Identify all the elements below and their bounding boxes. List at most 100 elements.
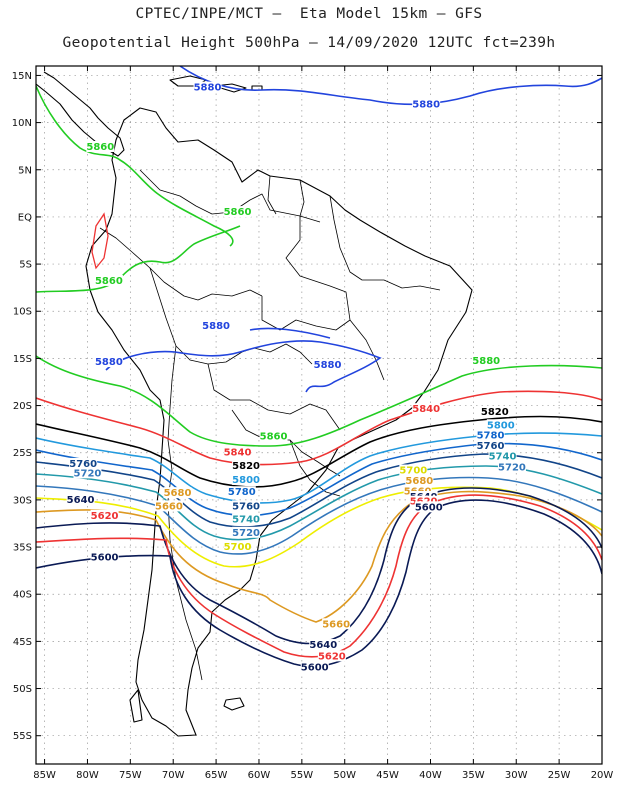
- contour-label-bg: [488, 450, 517, 462]
- lat-tick-label: 10N: [12, 118, 32, 129]
- chart-subtitle: Geopotential Height 500hPa – 14/09/2020 …: [62, 35, 556, 51]
- contour-label-bg: [227, 486, 256, 498]
- contour-label: 5660: [322, 619, 350, 630]
- contour-5820: [36, 415, 602, 488]
- contour-label: 5760: [69, 459, 97, 470]
- contour-label: 5860: [260, 432, 288, 443]
- contour-label-bg: [472, 355, 501, 367]
- contour-label: 5800: [487, 420, 515, 431]
- contour-label: 5820: [232, 461, 260, 472]
- contour-label: 5880: [95, 357, 123, 368]
- lon-tick-label: 25W: [548, 770, 571, 781]
- contour-andes-5860: [91, 212, 109, 270]
- contour-label-bg: [309, 639, 338, 651]
- contour-label: 5880: [472, 356, 500, 367]
- lat-tick-label: 15S: [13, 354, 32, 365]
- contour-label-bg: [412, 98, 441, 110]
- contour-label: 5880: [194, 83, 222, 94]
- contour-label-bg: [232, 459, 261, 471]
- contour-label: 5700: [399, 466, 427, 477]
- contour-label: 5880: [202, 321, 230, 332]
- lat-tick-label: 15N: [12, 71, 32, 82]
- contour-label: 5740: [489, 451, 517, 462]
- contour-label: 5640: [67, 495, 95, 506]
- lon-tick-label: 80W: [76, 770, 99, 781]
- contour-label-bg: [322, 618, 351, 630]
- lon-tick-label: 35W: [462, 770, 485, 781]
- contour-labels: 5880 5880 5860 5860 5860 5880 5880 5880 5880 5840…: [66, 81, 526, 674]
- contour-label-bg: [476, 429, 505, 441]
- contour-label: 5660: [155, 501, 183, 512]
- contour-label-bg: [223, 206, 252, 218]
- contour-label: 5840: [412, 404, 440, 415]
- contour-5880-south: [105, 340, 382, 393]
- contour-5620: [36, 494, 602, 658]
- contour-label: 5640: [309, 640, 337, 651]
- contour-label: 5880: [314, 360, 342, 371]
- lon-tick-label: 50W: [333, 770, 356, 781]
- lat-tick-label: 30S: [13, 495, 32, 506]
- contour-label: 5760: [232, 501, 260, 512]
- contour-label-bg: [497, 461, 526, 473]
- contour-label: 5780: [228, 487, 256, 498]
- contour-label-bg: [232, 526, 261, 538]
- contour-label: 5620: [318, 651, 346, 662]
- contour-label-bg: [232, 473, 261, 485]
- chart-title: CPTEC/INPE/MCT – Eta Model 15km – GFS: [135, 6, 483, 22]
- contour-label-bg: [412, 403, 441, 415]
- contour-label-bg: [154, 500, 183, 512]
- contour-label: 5880: [412, 100, 440, 111]
- contour-label-bg: [193, 81, 222, 93]
- contour-label-bg: [259, 430, 288, 442]
- contour-label-bg: [313, 358, 342, 370]
- lat-tick-label: 10S: [13, 307, 32, 318]
- lat-tick-label: 5S: [19, 260, 32, 271]
- lat-tick-label: 45S: [13, 637, 32, 648]
- country-borders: [99, 169, 441, 681]
- contour-label-bg: [69, 457, 98, 469]
- contour-5880-north: [179, 66, 602, 106]
- contour-label-bg: [399, 464, 428, 476]
- contour-label-bg: [66, 493, 95, 505]
- lon-tick-label: 60W: [248, 770, 271, 781]
- contour-label: 5720: [232, 528, 260, 539]
- contour-label: 5860: [86, 142, 114, 153]
- lat-tick-label: 25S: [13, 448, 32, 459]
- lat-tick-label: EQ: [18, 212, 32, 223]
- contour-5740: [36, 465, 602, 541]
- contour-label: 5620: [91, 511, 119, 522]
- contour-label-bg: [94, 274, 123, 286]
- lat-tick-label: 35S: [13, 543, 32, 554]
- contour-label: 5600: [301, 663, 329, 674]
- lon-tick-label: 65W: [205, 770, 228, 781]
- contour-label-bg: [223, 446, 252, 458]
- contour-label-bg: [94, 356, 123, 368]
- contour-label-bg: [90, 509, 119, 521]
- contour-label-bg: [409, 495, 438, 507]
- contour-label-bg: [223, 540, 252, 552]
- contour-label: 5860: [224, 207, 252, 218]
- contour-label: 5680: [164, 488, 192, 499]
- contour-label: 5680: [405, 476, 433, 487]
- contour-label: 5780: [477, 431, 505, 442]
- lat-tick-label: 5N: [18, 165, 32, 176]
- map-frame: [35, 65, 603, 765]
- contour-label-bg: [317, 650, 346, 662]
- contour-label-bg: [232, 500, 261, 512]
- contour-label: 5740: [232, 515, 260, 526]
- contour-label: 5820: [481, 407, 509, 418]
- contour-label-bg: [163, 487, 192, 499]
- contour-label: 5860: [95, 276, 123, 287]
- contour-label: 5800: [232, 475, 260, 486]
- contour-5720: [36, 476, 602, 555]
- contour-label: 5700: [224, 542, 252, 553]
- contour-5860-south: [36, 355, 602, 447]
- contour-5600: [36, 499, 602, 668]
- contour-label: 5600: [91, 552, 119, 563]
- lon-tick-label: 85W: [33, 770, 56, 781]
- lat-tick-label: 20S: [13, 401, 32, 412]
- contour-5640: [36, 487, 602, 645]
- lat-tick-label: 50S: [13, 684, 32, 695]
- contour-label: 5760: [477, 441, 505, 452]
